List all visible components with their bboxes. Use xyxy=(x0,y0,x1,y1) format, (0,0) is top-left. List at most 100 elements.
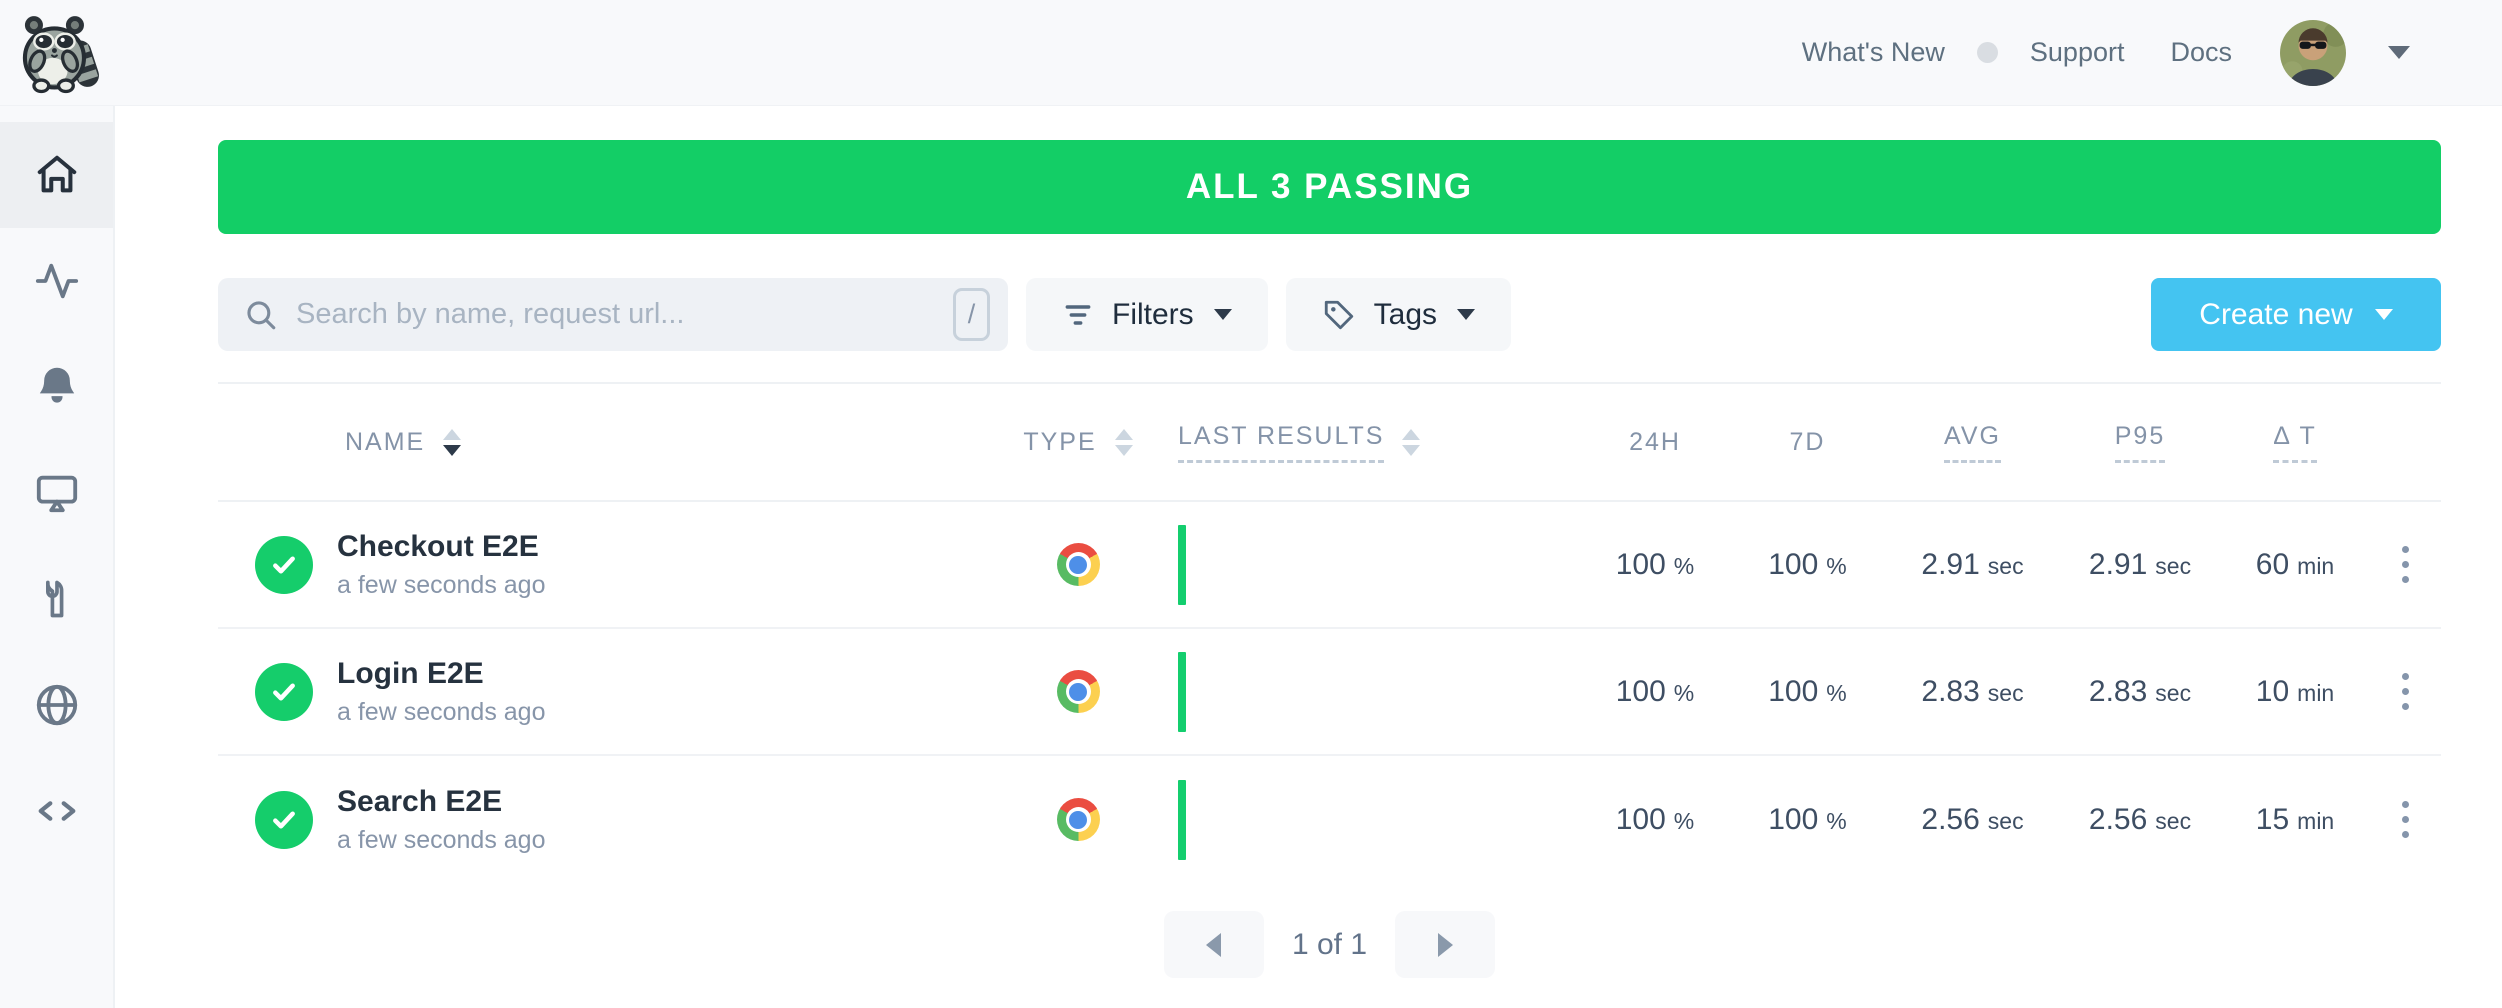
sidebar-item-private-locations[interactable] xyxy=(0,652,113,758)
check-last-run-time: a few seconds ago xyxy=(337,825,546,854)
metric-7d: 100% xyxy=(1768,547,1847,581)
whats-new-link[interactable]: What's New xyxy=(1801,37,1945,67)
header-last-results: LAST RESULTS xyxy=(1138,422,1580,463)
metric-delta-t: 60 min xyxy=(2255,547,2335,581)
support-link[interactable]: Support xyxy=(2029,37,2125,67)
home-icon xyxy=(37,155,76,193)
globe-icon xyxy=(36,684,77,726)
next-page-arrow-icon xyxy=(1437,932,1453,957)
header-delta-t: Δ T xyxy=(2220,422,2370,463)
header-7d-label: 7D xyxy=(1789,427,1826,456)
check-last-run-time: a few seconds ago xyxy=(337,570,546,599)
metric-7d: 100% xyxy=(1768,802,1847,836)
sidebar-item-home[interactable] xyxy=(0,122,113,228)
prev-page-arrow-icon xyxy=(1206,932,1222,957)
table-row[interactable]: Login E2E a few seconds ago 100% 100% 2.… xyxy=(218,629,2441,756)
tags-button[interactable]: Tags xyxy=(1285,278,1512,351)
filters-button[interactable]: Filters xyxy=(1026,278,1268,351)
table-row[interactable]: Checkout E2E a few seconds ago 100% 100%… xyxy=(218,502,2441,629)
notification-dot xyxy=(1976,42,1998,63)
header-delta-t-label[interactable]: Δ T xyxy=(2273,422,2317,463)
checks-table: NAME TYPE LAST RESULTS 24H 7D AVG P95 xyxy=(218,382,2441,883)
topbar: What's New Support Docs xyxy=(0,0,2502,106)
header-24h-label: 24H xyxy=(1629,427,1681,456)
header-last-results-label[interactable]: LAST RESULTS xyxy=(1178,422,1385,463)
result-bar-passing[interactable] xyxy=(1178,524,1186,605)
metric-avg: 2.91 sec xyxy=(1921,547,2024,581)
code-icon xyxy=(38,801,75,821)
wrench-icon xyxy=(45,580,63,618)
sidebar-item-dashboards[interactable] xyxy=(0,440,113,546)
header-avg-label[interactable]: AVG xyxy=(1944,422,2001,463)
check-name: Checkout E2E xyxy=(337,529,539,563)
metric-24h: 100% xyxy=(1615,674,1695,708)
raccoon-logo[interactable] xyxy=(20,10,102,96)
sort-last-results-icon[interactable] xyxy=(1402,428,1421,456)
search-shortcut-badge: / xyxy=(953,288,990,341)
docs-link[interactable]: Docs xyxy=(2170,37,2232,67)
pagination: 1 of 1 xyxy=(218,911,2441,978)
tag-icon xyxy=(1324,300,1353,329)
create-new-button[interactable]: Create new xyxy=(2151,278,2441,351)
last-results-sparkline xyxy=(1138,779,1580,860)
check-name: Search E2E xyxy=(337,784,503,818)
header-type-label[interactable]: TYPE xyxy=(1023,427,1097,456)
sidebar xyxy=(0,106,115,1008)
header-p95: P95 xyxy=(2060,422,2220,463)
page-indicator: 1 of 1 xyxy=(1291,927,1368,961)
search-input[interactable] xyxy=(294,278,953,351)
topnav: What's New Support Docs xyxy=(1801,19,2410,86)
last-results-sparkline xyxy=(1138,524,1580,605)
main-content: ALL 3 PASSING / Filters Tags Create xyxy=(117,106,2502,1008)
sidebar-item-checks[interactable] xyxy=(0,228,113,334)
tags-caret-icon xyxy=(1457,309,1476,320)
status-banner: ALL 3 PASSING xyxy=(218,140,2441,234)
check-name: Login E2E xyxy=(337,656,484,690)
row-menu-kebab-icon[interactable] xyxy=(2396,663,2415,720)
next-page-button[interactable] xyxy=(1395,911,1496,978)
metric-p95: 2.83 sec xyxy=(2088,674,2192,708)
metric-avg: 2.56 sec xyxy=(1921,802,2024,836)
table-header-row: NAME TYPE LAST RESULTS 24H 7D AVG P95 xyxy=(218,384,2441,502)
header-p95-label[interactable]: P95 xyxy=(2114,422,2166,463)
result-bar-passing[interactable] xyxy=(1178,651,1186,732)
table-row[interactable]: Search E2E a few seconds ago 100% 100% 2… xyxy=(218,756,2441,883)
sort-type-icon[interactable] xyxy=(1114,428,1133,456)
sidebar-item-alerts[interactable] xyxy=(0,334,113,440)
status-banner-label: ALL 3 PASSING xyxy=(1185,167,1474,206)
header-24h: 24H xyxy=(1580,428,1730,457)
prev-page-button[interactable] xyxy=(1163,911,1264,978)
result-bar-passing[interactable] xyxy=(1178,779,1186,860)
activity-icon xyxy=(35,263,78,299)
metric-7d: 100% xyxy=(1768,674,1847,708)
bell-icon xyxy=(39,367,74,403)
sidebar-item-maintenance[interactable] xyxy=(0,546,113,652)
header-type: TYPE xyxy=(1018,428,1138,457)
user-avatar[interactable] xyxy=(2280,19,2346,86)
sort-name-icon[interactable] xyxy=(443,428,462,456)
metric-delta-t: 10 min xyxy=(2255,674,2335,708)
passing-check-icon xyxy=(255,662,313,721)
passing-check-icon xyxy=(255,535,313,594)
account-menu-caret-icon[interactable] xyxy=(2388,46,2410,59)
create-new-caret-icon xyxy=(2374,309,2393,320)
header-7d: 7D xyxy=(1730,428,1885,457)
header-name: NAME xyxy=(218,428,1018,457)
row-menu-kebab-icon[interactable] xyxy=(2396,791,2415,848)
metric-delta-t: 15 min xyxy=(2255,802,2335,836)
sidebar-item-runtimes[interactable] xyxy=(0,758,113,864)
row-menu-kebab-icon[interactable] xyxy=(2396,536,2415,593)
header-name-label[interactable]: NAME xyxy=(345,427,426,456)
monitor-icon xyxy=(36,475,77,513)
chrome-browser-icon xyxy=(1056,543,1100,586)
header-avg: AVG xyxy=(1885,422,2060,463)
metric-p95: 2.56 sec xyxy=(2088,802,2192,836)
metric-p95: 2.91 sec xyxy=(2088,547,2192,581)
search-icon xyxy=(247,300,276,329)
last-results-sparkline xyxy=(1138,651,1580,732)
metric-avg: 2.83 sec xyxy=(1921,674,2024,708)
passing-check-icon xyxy=(255,790,313,849)
toolbar: / Filters Tags Create new xyxy=(218,278,2441,351)
check-last-run-time: a few seconds ago xyxy=(337,697,546,726)
metric-24h: 100% xyxy=(1615,802,1695,836)
